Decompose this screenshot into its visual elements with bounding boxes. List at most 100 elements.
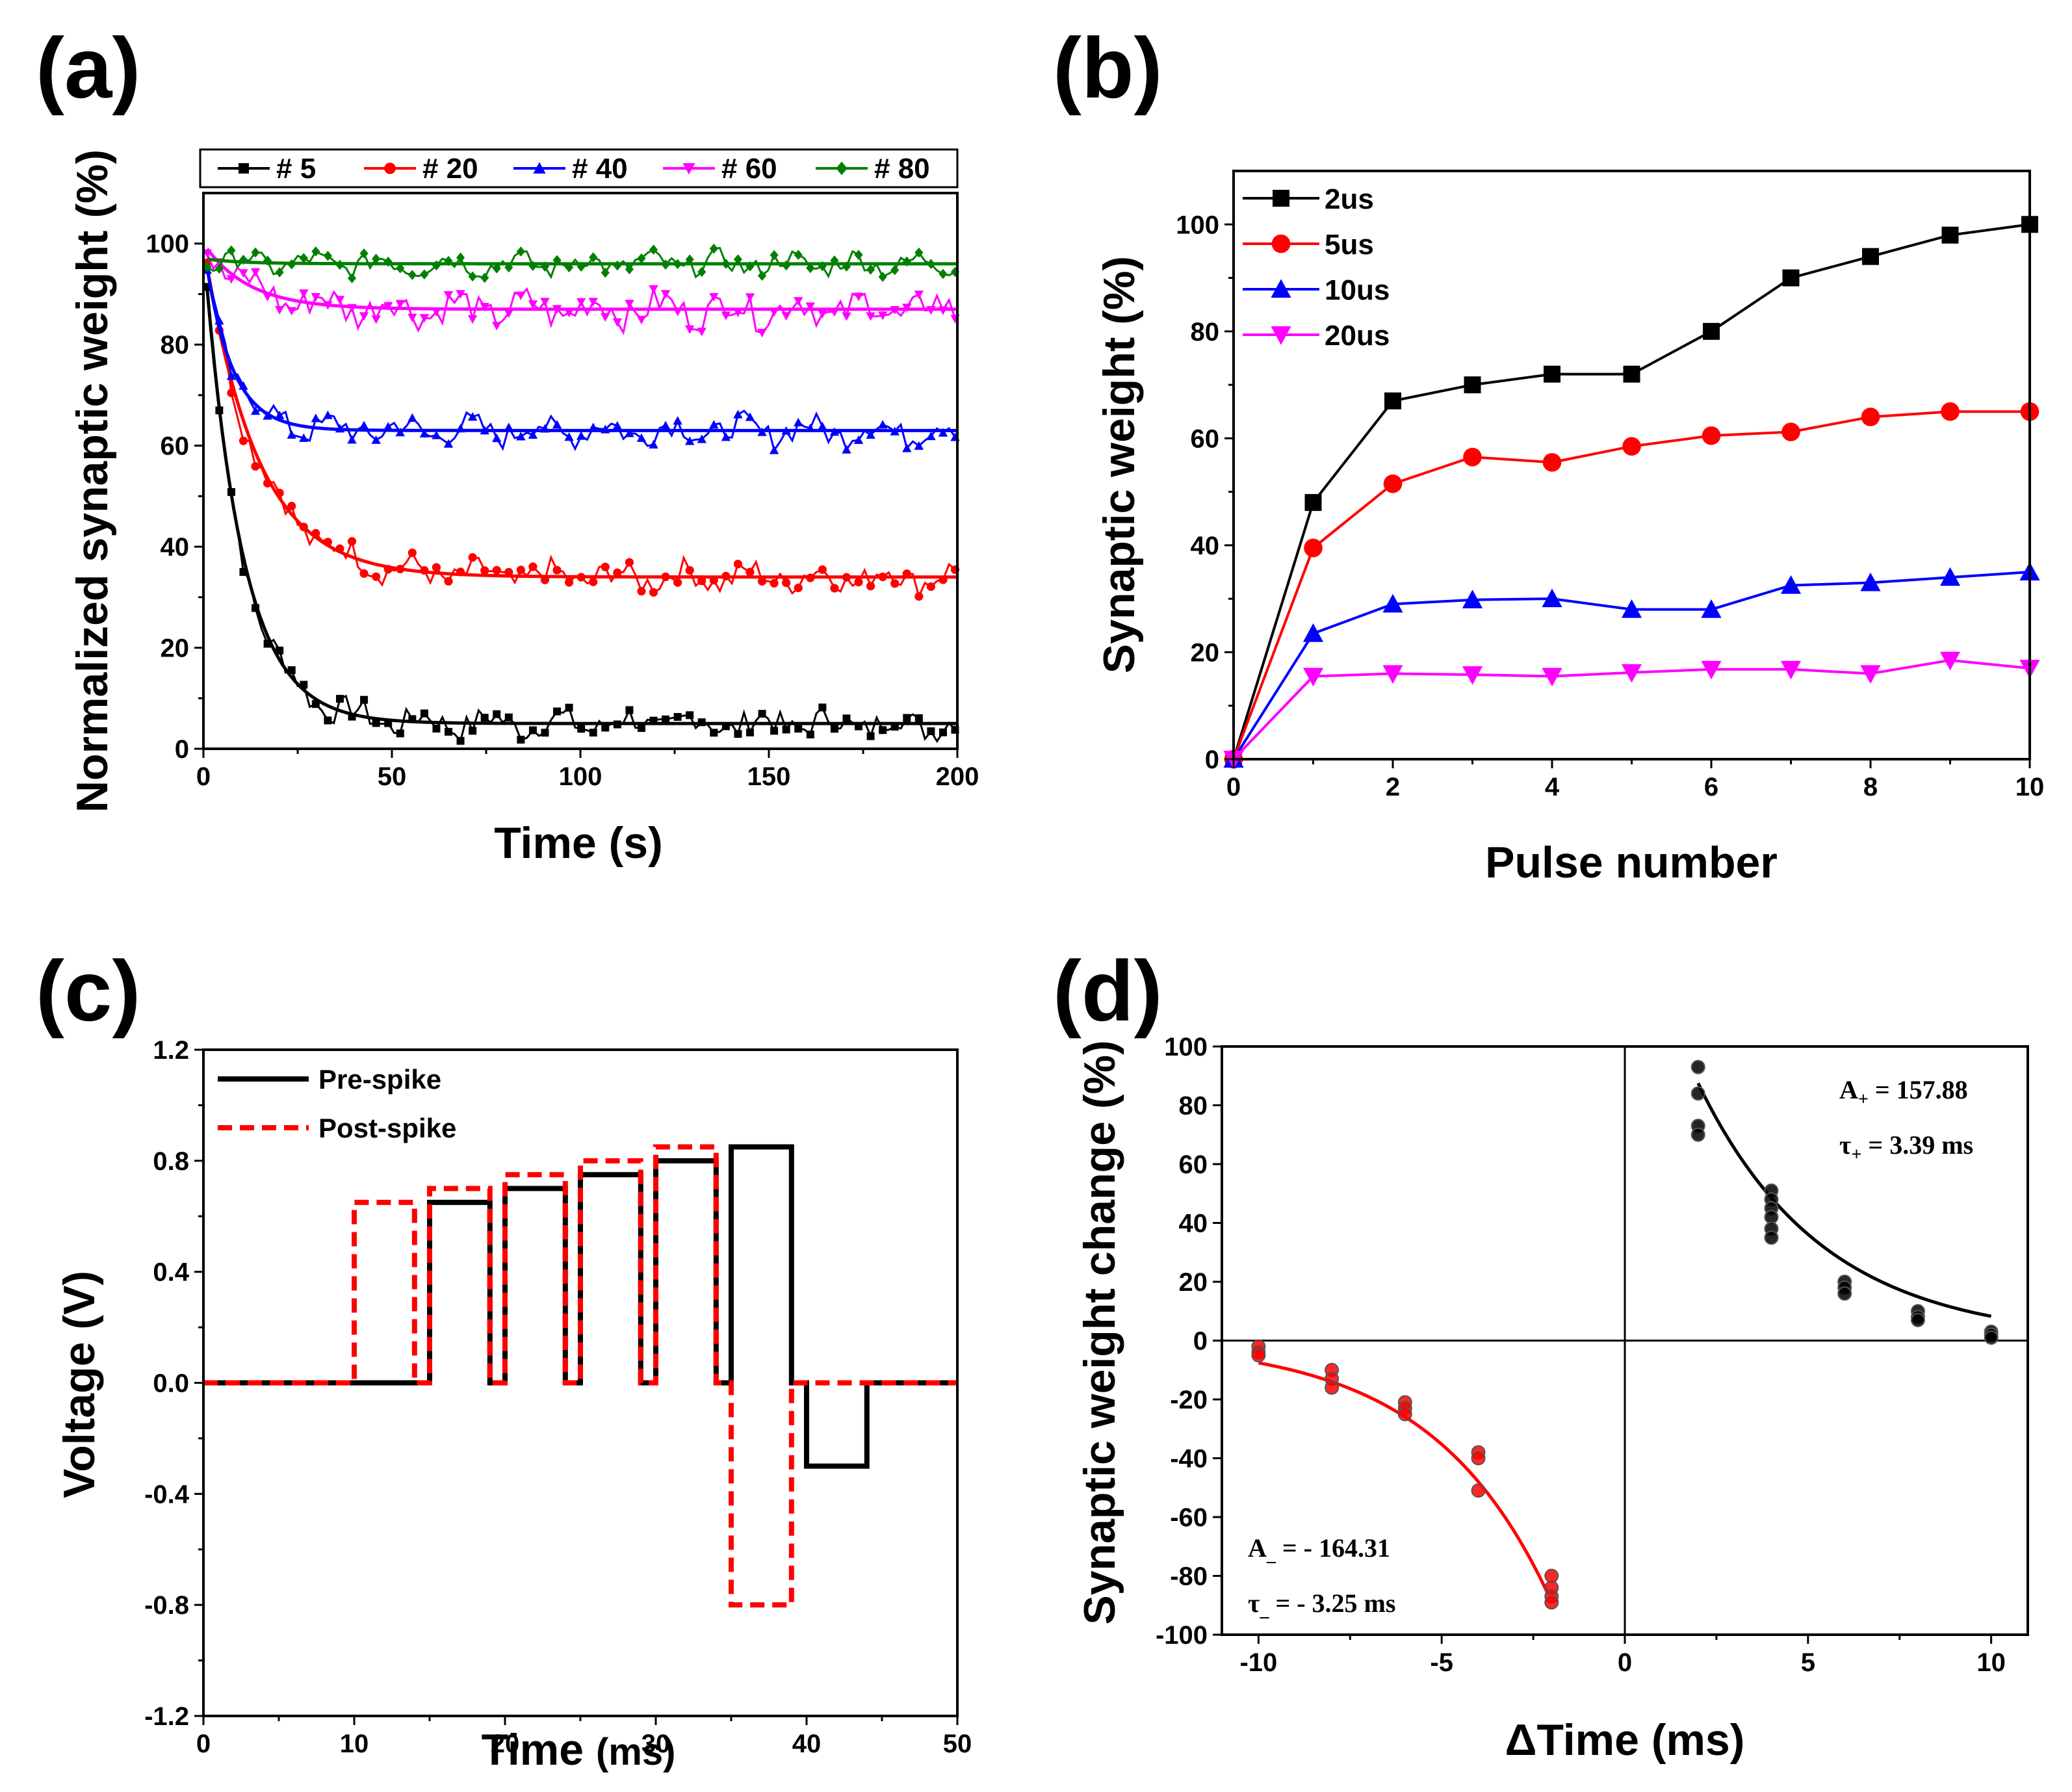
data-point xyxy=(480,303,489,312)
data-point xyxy=(781,312,791,321)
x-tick-label: 6 xyxy=(1704,773,1718,801)
data-point xyxy=(782,260,791,271)
data-point xyxy=(1780,660,1802,680)
data-point xyxy=(637,253,646,264)
y-tick-label: 60 xyxy=(161,432,190,461)
data-point xyxy=(372,253,381,264)
panel-c-xlabel-main: Time xyxy=(482,1725,596,1774)
data-point xyxy=(323,250,332,261)
data-point xyxy=(1764,1210,1779,1225)
data-point xyxy=(492,565,501,575)
data-point xyxy=(794,297,803,306)
data-point xyxy=(469,727,477,735)
data-point xyxy=(504,309,513,318)
panel-c-label: (c) xyxy=(36,943,140,1039)
data-point xyxy=(1703,322,1720,340)
data-point xyxy=(721,311,731,320)
annot-a-minus: A_ = - 164.31 xyxy=(1248,1533,1390,1565)
data-point xyxy=(879,726,887,734)
data-point xyxy=(853,435,864,445)
panel-b-label: (b) xyxy=(1053,20,1163,116)
legend-item: # 5 xyxy=(218,153,316,185)
data-point xyxy=(589,729,597,737)
data-point xyxy=(914,441,924,450)
data-point xyxy=(733,254,743,265)
data-point xyxy=(818,703,827,712)
data-point xyxy=(564,432,574,441)
series-20 xyxy=(203,258,960,601)
panel-a-ticks: 0 50 100 150 200 0 20 40 60 80 100 xyxy=(146,230,979,791)
panel-b-xlabel: Pulse number xyxy=(1485,838,1778,887)
legend-marker xyxy=(1271,279,1291,298)
panel-d-annotations: A+ = 157.88 τ+ = 3.39 ms A_ = - 164.31 τ… xyxy=(1248,1075,1973,1620)
data-point xyxy=(685,436,695,445)
data-point xyxy=(939,268,948,279)
data-point xyxy=(1782,269,1800,287)
data-point xyxy=(903,714,911,722)
data-point xyxy=(1462,666,1483,685)
y-tick-label: 100 xyxy=(1176,211,1219,239)
data-point xyxy=(516,565,525,575)
panel-d-ylabel: Synaptic weight change (%) xyxy=(1075,1040,1124,1624)
data-point xyxy=(1544,1595,1559,1610)
x-tick-label: 0 xyxy=(196,762,211,791)
y-tick-label: 20 xyxy=(161,634,190,663)
data-point xyxy=(686,711,694,720)
data-point xyxy=(420,709,428,718)
data-point xyxy=(685,325,695,334)
data-point xyxy=(601,562,610,571)
data-point xyxy=(274,305,285,315)
data-point xyxy=(794,583,803,593)
panel-d-xlabel: ΔTime (ms) xyxy=(1505,1715,1745,1765)
legend-marker xyxy=(1273,190,1289,207)
data-point xyxy=(565,578,574,587)
x-tick-label: 40 xyxy=(792,1730,822,1758)
data-point xyxy=(467,412,478,421)
y-tick-label: 0.8 xyxy=(153,1147,189,1176)
data-point xyxy=(636,433,647,442)
data-point xyxy=(830,584,839,593)
x-tick-label: 100 xyxy=(559,762,602,791)
data-point xyxy=(371,315,381,324)
data-point xyxy=(830,725,838,733)
data-point xyxy=(794,725,803,733)
data-point xyxy=(806,263,815,274)
data-point xyxy=(1764,1230,1779,1245)
data-point xyxy=(299,433,309,442)
data-point xyxy=(877,311,888,320)
data-point xyxy=(516,432,526,441)
data-point xyxy=(1463,447,1482,467)
data-point xyxy=(456,290,465,299)
panel-a-xlabel: Time (s) xyxy=(494,818,662,868)
data-point xyxy=(1397,1407,1412,1422)
data-point xyxy=(878,272,887,282)
y-tick-label: -0.4 xyxy=(144,1480,190,1509)
data-point xyxy=(1623,365,1640,383)
data-point xyxy=(1702,426,1721,445)
data-point xyxy=(1302,668,1324,687)
annot-tau-plus: τ+ = 3.39 ms xyxy=(1839,1130,1973,1165)
data-point xyxy=(1941,402,1960,421)
panel-b-legend: 2us 5us 10us 20us xyxy=(1243,183,1390,352)
data-point xyxy=(311,292,321,302)
data-point xyxy=(287,502,296,511)
y-tick-label: 20 xyxy=(1191,638,1220,667)
data-point xyxy=(528,430,538,439)
data-point xyxy=(636,315,647,325)
data-point xyxy=(877,420,888,429)
x-tick-label: 0 xyxy=(1226,773,1241,801)
data-point xyxy=(1304,538,1323,558)
legend-item: # 40 xyxy=(513,153,628,185)
data-point xyxy=(480,566,489,575)
y-tick-label: -80 xyxy=(1170,1563,1208,1591)
data-point xyxy=(612,318,623,327)
data-point xyxy=(770,727,779,735)
data-point xyxy=(866,312,875,321)
data-point xyxy=(794,417,803,426)
data-point xyxy=(757,328,767,338)
data-point xyxy=(1383,474,1403,493)
data-point xyxy=(939,728,947,736)
data-point xyxy=(805,302,815,311)
data-point xyxy=(625,558,634,567)
data-point xyxy=(1690,1059,1705,1074)
